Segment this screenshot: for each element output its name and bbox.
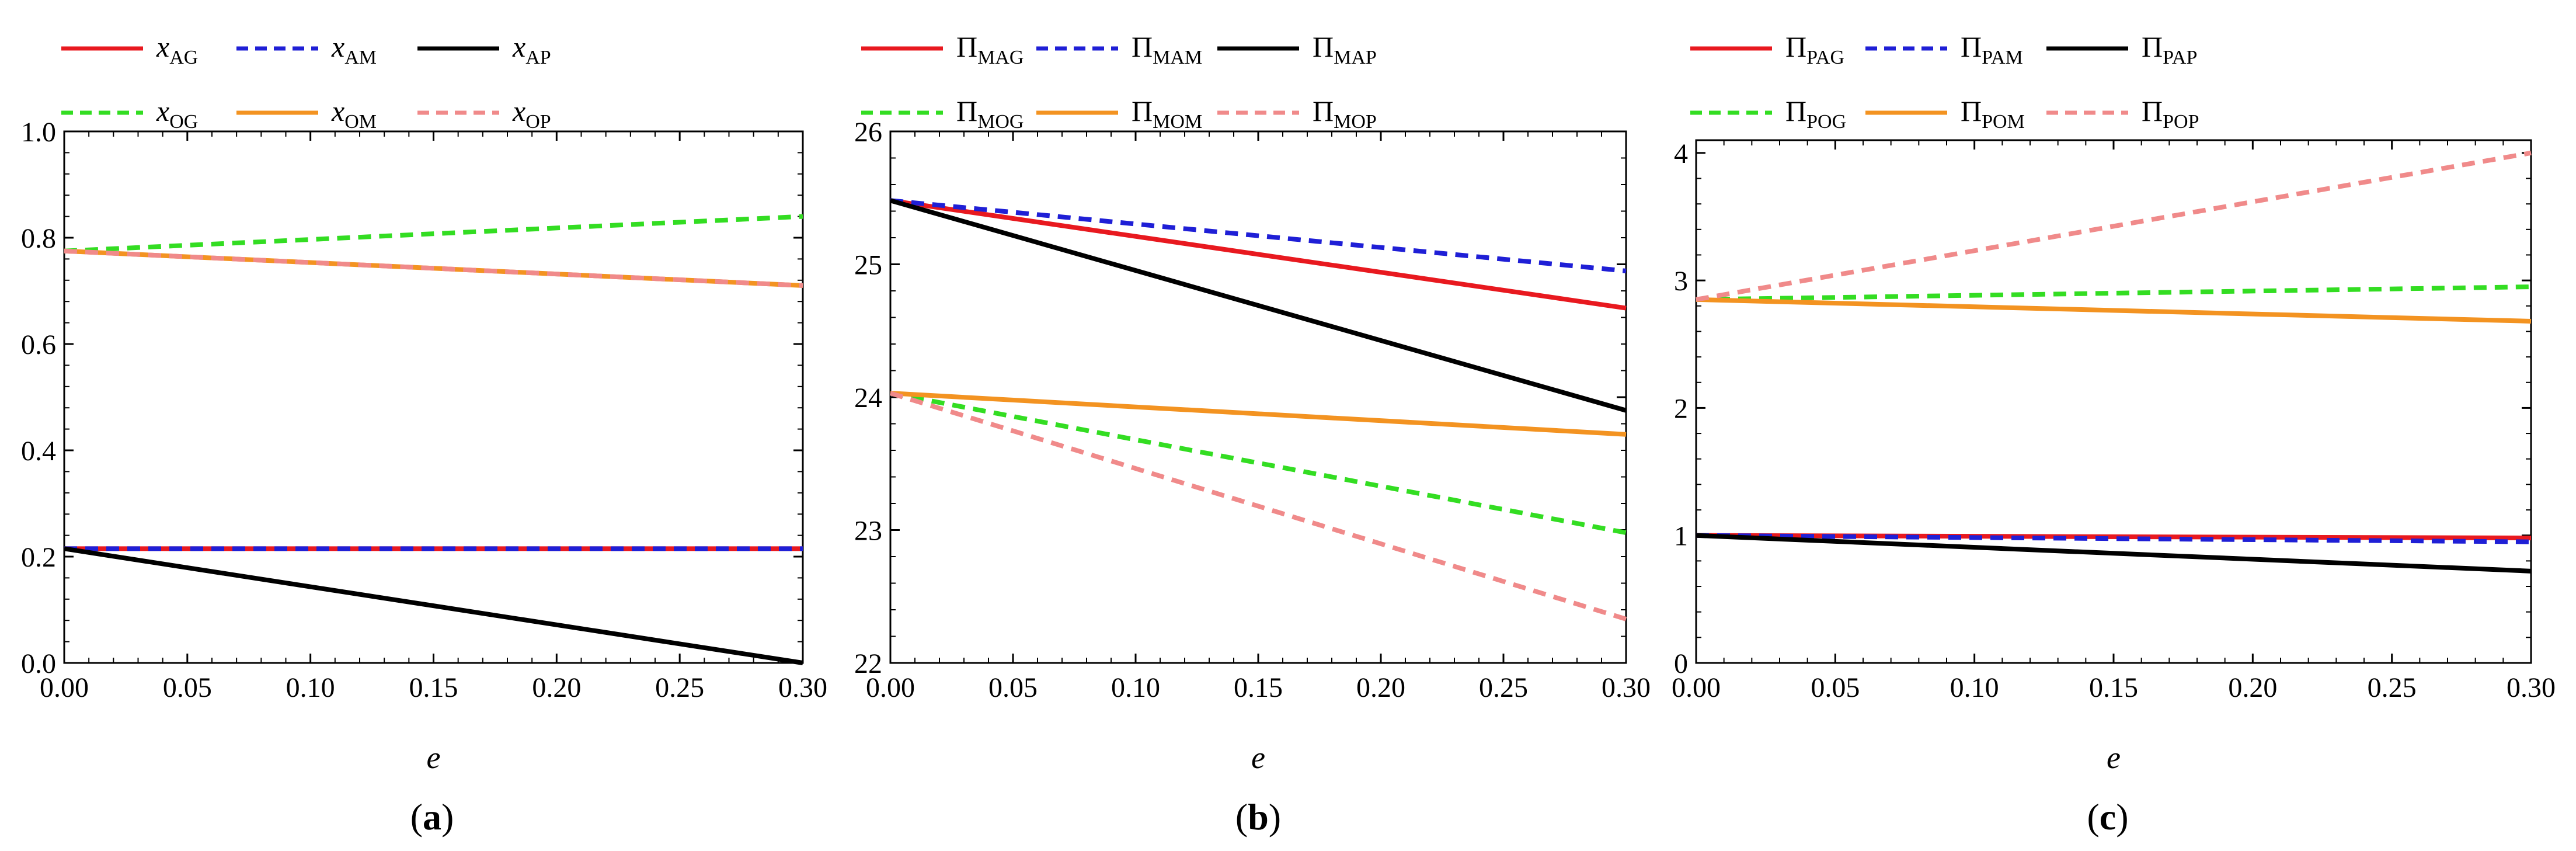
x-tick-label: 0.15 — [409, 672, 458, 703]
legend-label-op: xOP — [512, 95, 551, 133]
y-tick-label: 0.0 — [21, 648, 56, 679]
y-tick-label: 24 — [854, 383, 882, 414]
legend-label-pag: ΠPAG — [1785, 30, 1844, 68]
y-tick-label: 25 — [854, 250, 882, 281]
series-line-mag — [890, 198, 1627, 311]
y-tick-label: 26 — [854, 117, 882, 148]
panel-c: 0.00 0.05 0.10 0.15 0.20 0.25 0.30 0 1 2 3 4 ΠPAG ΠPA… — [1672, 30, 2556, 838]
x-tick-label: 0.25 — [2368, 672, 2417, 703]
x-tick-label: 0.05 — [988, 672, 1038, 703]
x-tick-label: 0.30 — [778, 672, 827, 703]
legend-label-pom: ΠPOM — [1961, 95, 2025, 133]
x-tick-label: 0.30 — [1602, 672, 1651, 703]
plot-frame — [1695, 139, 2532, 664]
x-tick-label: 0.10 — [1950, 672, 1999, 703]
legend-label-ag: xAG — [156, 30, 198, 68]
series-line-op — [64, 248, 803, 288]
x-tick-label: 0.00 — [1672, 672, 1721, 703]
series-line-mop — [889, 391, 1627, 621]
legend-label-og: xOG — [156, 95, 198, 133]
legend-label-mam: ΠMAM — [1132, 30, 1202, 68]
legend-label-pap: ΠPAP — [2142, 30, 2197, 68]
series-line-og — [64, 214, 803, 253]
series-line-mom — [890, 391, 1627, 437]
legend-label-mag: ΠMAG — [956, 30, 1024, 68]
panel-label: (b) — [1235, 796, 1281, 838]
panel-label: (a) — [410, 796, 454, 838]
x-tick-label: 0.25 — [655, 672, 704, 703]
legend-label-om: xOM — [331, 95, 377, 133]
x-tick-label: 0.00 — [866, 672, 915, 703]
y-tick-label: 1 — [1674, 521, 1688, 552]
series-line-pom — [1696, 297, 2532, 324]
legend-label-pog: ΠPOG — [1785, 95, 1846, 133]
series-line-ap — [64, 546, 803, 665]
y-tick-label: 1.0 — [21, 117, 56, 148]
y-tick-label: 0.2 — [21, 542, 56, 573]
x-tick-label: 0.10 — [1111, 672, 1160, 703]
x-tick-label: 0.20 — [2228, 672, 2277, 703]
x-tick-label: 0.30 — [2507, 672, 2556, 703]
x-tick-label: 0.10 — [286, 672, 335, 703]
legend-label-pam: ΠPAM — [1961, 30, 2023, 68]
legend-label-mom: ΠMOM — [1132, 95, 1202, 133]
x-tick-label: 0.25 — [1479, 672, 1528, 703]
series-line-map — [889, 198, 1627, 413]
series-line-pog — [1696, 284, 2532, 302]
panel-label: (c) — [2087, 796, 2128, 838]
legend-label-map: ΠMAP — [1313, 30, 1377, 68]
x-tick-label: 0.00 — [40, 672, 89, 703]
legend-label-mog: ΠMOG — [956, 95, 1024, 133]
legend-label-pop: ΠPOP — [2142, 95, 2199, 133]
x-axis-label: e — [2107, 740, 2121, 775]
y-tick-label: 0.4 — [21, 436, 56, 467]
series-line-mam — [890, 198, 1627, 273]
y-tick-label: 0 — [1674, 648, 1688, 679]
legend-label-ap: xAP — [512, 30, 551, 68]
x-tick-label: 0.15 — [2089, 672, 2138, 703]
series-line-pap — [1696, 533, 2532, 574]
panel-a: 0.00 0.05 0.10 0.15 0.20 0.25 0.30 0.0 0.2 0.4 0.6… — [21, 30, 827, 838]
x-tick-label: 0.20 — [532, 672, 581, 703]
series-line-pop — [1696, 150, 2532, 302]
x-tick-label: 0.20 — [1356, 672, 1405, 703]
x-tick-label: 0.15 — [1234, 672, 1283, 703]
legend-label-mop: ΠMOP — [1313, 95, 1377, 133]
y-tick-label: 23 — [854, 516, 882, 547]
y-tick-label: 22 — [854, 648, 882, 679]
series-line-pag — [1696, 533, 2532, 541]
y-tick-label: 4 — [1674, 138, 1688, 169]
y-tick-label: 2 — [1674, 393, 1688, 424]
legend-label-am: xAM — [331, 30, 377, 68]
x-axis-label: e — [1251, 740, 1265, 775]
y-tick-label: 3 — [1674, 266, 1688, 297]
y-tick-label: 0.6 — [21, 329, 56, 360]
y-tick-label: 0.8 — [21, 223, 56, 254]
series-line-pam — [1696, 533, 2532, 544]
plot-frame — [63, 130, 804, 664]
x-tick-label: 0.05 — [1811, 672, 1860, 703]
panel-b: 0.00 0.05 0.10 0.15 0.20 0.25 0.30 22 23 24 25 26 ΠM… — [854, 30, 1651, 838]
x-axis-label: e — [427, 740, 441, 775]
x-tick-label: 0.05 — [163, 672, 212, 703]
